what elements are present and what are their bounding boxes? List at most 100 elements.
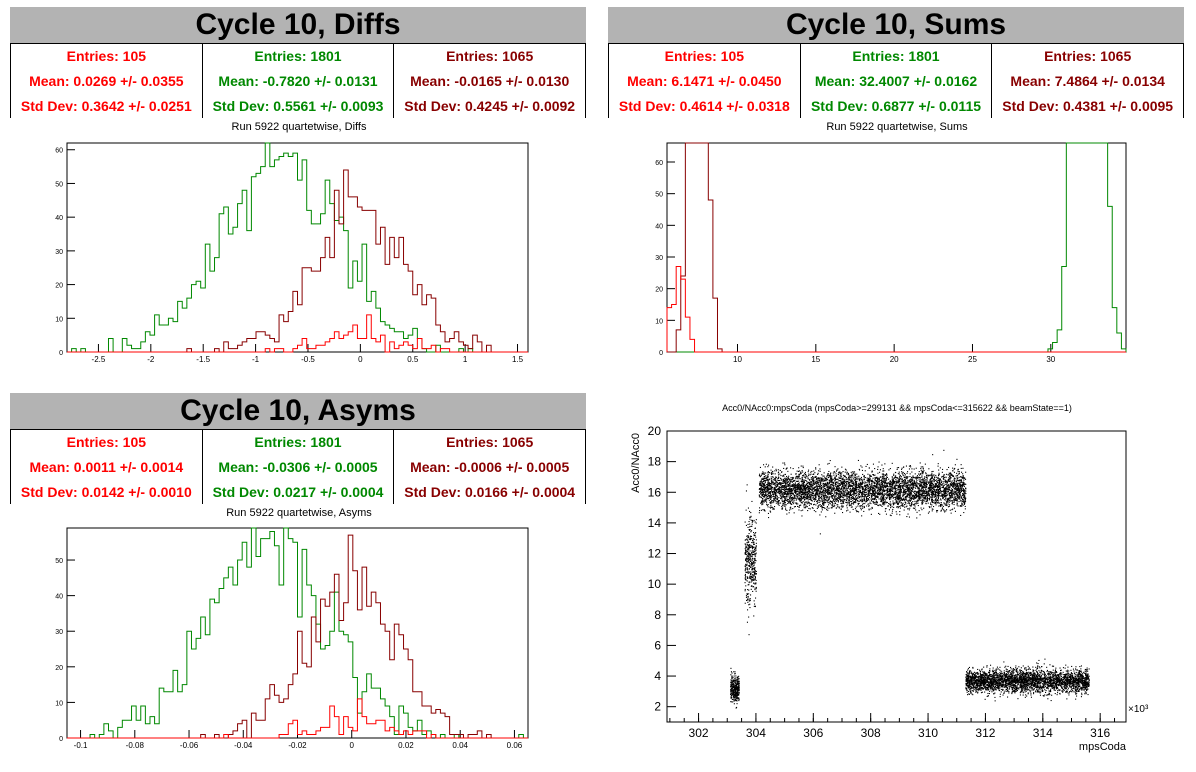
scatter-point xyxy=(825,483,827,485)
scatter-point xyxy=(914,485,916,487)
x-tick-label: 306 xyxy=(803,726,823,740)
scatter-point xyxy=(763,483,765,485)
scatter-point xyxy=(790,488,792,490)
stats-green: Entries: 1801 Mean: -0.0306 +/- 0.0005 S… xyxy=(203,429,395,504)
scatter-point xyxy=(738,687,740,689)
scatter-point xyxy=(936,489,938,491)
scatter-point xyxy=(770,491,772,493)
scatter-point xyxy=(765,479,767,481)
scatter-point xyxy=(827,463,829,465)
scatter-point xyxy=(800,472,802,474)
scatter-point xyxy=(749,564,751,566)
scatter-point xyxy=(851,485,853,487)
scatter-point xyxy=(734,684,736,686)
scatter-point xyxy=(953,487,955,489)
scatter-point xyxy=(926,500,928,502)
scatter-point xyxy=(746,554,748,556)
scatter-point xyxy=(837,481,839,483)
scatter-point xyxy=(749,553,751,555)
scatter-point xyxy=(753,582,755,584)
scatter-point xyxy=(865,496,867,498)
scatter-point xyxy=(861,469,863,471)
scatter-point xyxy=(945,503,947,505)
scatter-point xyxy=(917,501,919,503)
scatter-point xyxy=(751,553,753,555)
scatter-point xyxy=(851,502,853,504)
scatter-point xyxy=(935,493,937,495)
scatter-point xyxy=(896,490,898,492)
scatter-point xyxy=(789,496,791,498)
scatter-point xyxy=(912,495,914,497)
scatter-point xyxy=(880,504,882,506)
scatter-point xyxy=(828,475,830,477)
scatter-point xyxy=(738,685,740,687)
scatter-point xyxy=(784,502,786,504)
scatter-point xyxy=(871,486,873,488)
scatter-point xyxy=(755,549,757,551)
scatter-point xyxy=(936,511,938,513)
x-tick-label: 310 xyxy=(918,726,938,740)
scatter-point xyxy=(798,467,800,469)
scatter-point xyxy=(873,494,875,496)
scatter-point xyxy=(734,684,736,686)
scatter-point xyxy=(784,499,786,501)
scatter-point xyxy=(839,489,841,491)
scatter-point xyxy=(920,499,922,501)
scatter-point xyxy=(933,486,935,488)
scatter-point xyxy=(776,481,778,483)
scatter-point xyxy=(802,509,804,511)
scatter-point xyxy=(819,501,821,503)
scatter-point xyxy=(893,473,895,475)
scatter-point xyxy=(782,479,784,481)
scatter-point xyxy=(755,548,757,550)
scatter-point xyxy=(928,506,930,508)
scatter-point xyxy=(763,495,765,497)
scatter-point xyxy=(764,488,766,490)
scatter-point xyxy=(894,487,896,489)
stddev-label: Std Dev: 0.0142 +/- 0.0010 xyxy=(20,483,192,500)
scatter-point xyxy=(880,499,882,501)
scatter-point xyxy=(901,481,903,483)
scatter-point xyxy=(826,487,828,489)
scatter-point xyxy=(837,493,839,495)
scatter-point xyxy=(875,495,877,497)
scatter-point xyxy=(746,596,748,598)
scatter-point xyxy=(845,490,847,492)
mean-label: Mean: -0.0306 +/- 0.0005 xyxy=(218,458,378,475)
scatter-point xyxy=(811,494,813,496)
scatter-point xyxy=(839,477,841,479)
scatter-point xyxy=(772,479,774,481)
scatter-point xyxy=(768,498,770,500)
scatter-point xyxy=(790,500,792,502)
scatter-point xyxy=(827,499,829,501)
scatter-point xyxy=(746,538,748,540)
scatter-point xyxy=(887,493,889,495)
scatter-point xyxy=(794,483,796,485)
scatter-point xyxy=(831,479,833,481)
scatter-point xyxy=(789,490,791,492)
scatter-point xyxy=(765,493,767,495)
scatter-point xyxy=(733,695,735,697)
scatter-point xyxy=(834,492,836,494)
scatter-point xyxy=(866,482,868,484)
scatter-point xyxy=(804,473,806,475)
scatter-point xyxy=(959,494,961,496)
scatter-point xyxy=(953,498,955,500)
scatter-point xyxy=(768,499,770,501)
scatter-point xyxy=(919,489,921,491)
scatter-point xyxy=(894,480,896,482)
scatter-point xyxy=(753,534,755,536)
y-tick-label: 50 xyxy=(655,192,663,199)
scatter-point xyxy=(885,478,887,480)
scatter-point xyxy=(811,484,813,486)
scatter-point xyxy=(771,490,773,492)
scatter-point xyxy=(936,487,938,489)
scatter-point xyxy=(951,502,953,504)
scatter-point xyxy=(843,486,845,488)
scatter-point xyxy=(843,476,845,478)
scatter-point xyxy=(925,490,927,492)
scatter-point xyxy=(804,485,806,487)
scatter-point xyxy=(786,495,788,497)
scatter-point xyxy=(933,488,935,490)
scatter-point xyxy=(822,492,824,494)
